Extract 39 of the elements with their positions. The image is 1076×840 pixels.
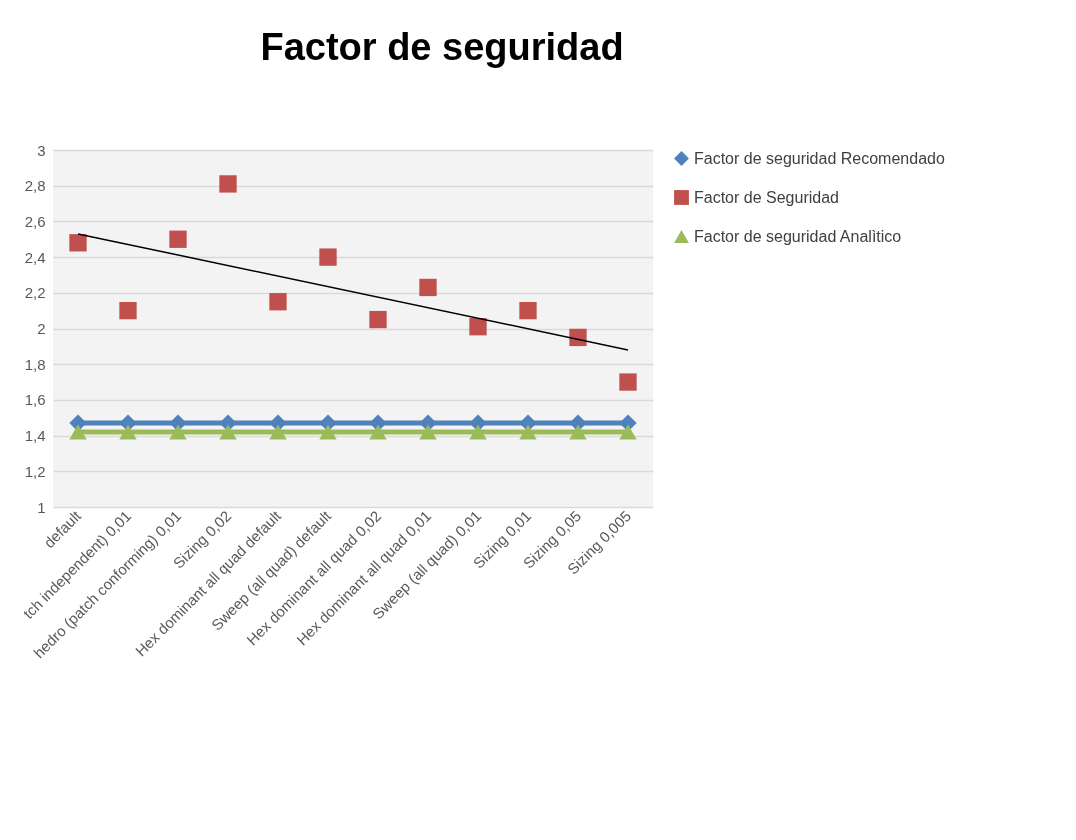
point [519, 301, 537, 320]
point [319, 248, 337, 266]
point [419, 424, 437, 440]
legend-label: Factor de seguridad Recomendado [694, 149, 945, 167]
y-tick-label: 1,6 [24, 391, 46, 409]
point [119, 301, 137, 320]
point [569, 328, 587, 347]
point [519, 424, 537, 440]
point [219, 175, 237, 193]
point [369, 424, 387, 440]
y-tick-label: 1,8 [24, 355, 46, 373]
y-tick-label: 1,2 [24, 462, 46, 480]
point [619, 373, 637, 391]
point [419, 278, 437, 297]
point [569, 424, 587, 440]
y-tick-label: 1 [37, 498, 46, 516]
y-tick-label: 2,2 [24, 284, 46, 302]
y-tick-label: 3 [37, 141, 46, 159]
point [169, 424, 187, 440]
point [119, 424, 137, 440]
y-tick-label: 2 [37, 320, 46, 337]
chart-title: Factor de seguridad [260, 26, 624, 68]
legend-label: Factor de seguridad Analìtico [694, 227, 902, 245]
y-tick-label: 2,8 [24, 177, 46, 195]
y-tick-label: 2,4 [24, 248, 46, 266]
y-tick-label: 2,6 [24, 212, 46, 230]
point [219, 424, 237, 440]
point [319, 424, 337, 440]
point [469, 318, 487, 336]
legend-label: Factor de Seguridad [694, 188, 839, 206]
point [269, 424, 287, 440]
point [69, 424, 87, 440]
y-tick-label: 1,4 [24, 427, 46, 445]
point [369, 310, 387, 329]
point [269, 293, 287, 311]
point [469, 424, 487, 440]
point [619, 424, 637, 440]
point [169, 230, 187, 248]
point [69, 234, 87, 252]
